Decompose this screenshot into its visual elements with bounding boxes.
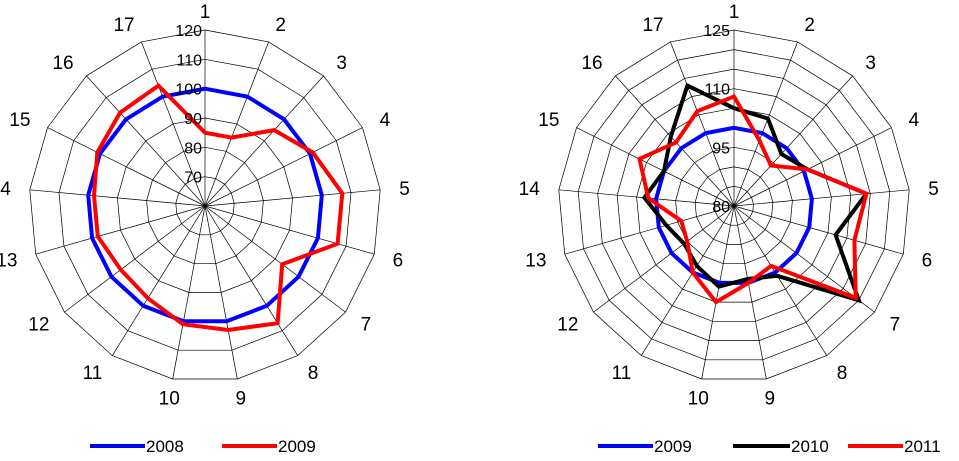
spoke-line [733, 205, 767, 380]
radial-tick-label: 95 [712, 140, 730, 157]
category-label: 2 [275, 15, 286, 36]
grid-ring [616, 88, 852, 322]
category-label: 1 [729, 2, 740, 23]
legend-left: 2008 2009 [90, 437, 316, 456]
radial-tick-label: 70 [184, 170, 202, 187]
spoke-line [733, 189, 910, 207]
spoke-line [593, 205, 735, 313]
category-label: 14 [0, 179, 11, 200]
radar-chart-left: 7080901001101201234567891011121314151617 [0, 2, 410, 410]
spoke-line [29, 189, 206, 207]
category-label: 3 [865, 53, 876, 74]
spoke-line [733, 205, 827, 356]
spoke-line [204, 75, 324, 207]
grid-ring [694, 166, 774, 245]
grid-ring [597, 68, 871, 341]
category-label: 16 [52, 53, 73, 74]
category-label: 7 [361, 315, 372, 336]
spoke-line [701, 205, 735, 380]
grid-ring [117, 117, 293, 293]
spoke-line [204, 205, 346, 313]
category-label: 4 [380, 110, 391, 131]
legend-label-2009: 2009 [278, 437, 316, 456]
legend-label-2010: 2010 [791, 437, 829, 456]
category-label: 1 [200, 2, 211, 23]
legend-label-2011: 2011 [904, 437, 941, 456]
spoke-line [670, 41, 735, 207]
spoke-line [86, 75, 206, 207]
series-line-2011 [637, 93, 869, 305]
grid-ring [714, 186, 754, 226]
category-label: 8 [837, 363, 848, 384]
category-label: 10 [688, 389, 709, 410]
spoke-line [47, 127, 206, 207]
spoke-line [204, 189, 381, 207]
category-label: 14 [519, 179, 541, 200]
radial-tick-label: 120 [175, 23, 202, 40]
grid-ring [29, 29, 381, 380]
category-label: 7 [890, 315, 901, 336]
category-label: 17 [113, 15, 134, 36]
category-label: 8 [308, 363, 319, 384]
radial-tick-label: 80 [184, 140, 202, 157]
category-label: 12 [557, 315, 578, 336]
spoke-line [733, 205, 904, 255]
series-line-2009 [91, 82, 345, 333]
spoke-line [172, 205, 206, 380]
category-label: 10 [159, 389, 180, 410]
radial-tick-label: 100 [175, 82, 202, 99]
legend-label-2009: 2009 [654, 437, 692, 456]
grid-ring [675, 146, 793, 265]
category-label: 11 [612, 363, 632, 384]
category-label: 17 [642, 15, 663, 36]
category-label: 6 [922, 250, 933, 271]
radial-tick-label: 90 [184, 111, 202, 128]
radial-tick-label: 125 [703, 23, 730, 40]
category-label: 9 [765, 389, 776, 410]
grid-ring [146, 146, 264, 265]
spoke-line [733, 75, 853, 207]
category-label: 13 [0, 250, 17, 271]
category-label: 9 [236, 389, 247, 410]
spoke-line [733, 127, 892, 207]
spoke-line [112, 205, 206, 356]
legend-right: 2009 2010 2011 [598, 437, 941, 456]
radial-tick-label: 110 [704, 82, 730, 99]
spoke-line [64, 205, 206, 313]
category-label: 2 [804, 15, 815, 36]
spoke-line [141, 41, 206, 207]
category-label: 6 [393, 250, 404, 271]
spoke-line [733, 41, 798, 207]
category-label: 15 [9, 110, 30, 131]
spoke-line [641, 205, 735, 356]
category-label: 13 [525, 250, 546, 271]
category-label: 4 [909, 110, 920, 131]
spoke-line [204, 205, 298, 356]
category-label: 5 [928, 179, 939, 200]
grid-ring [58, 58, 352, 351]
spoke-line [204, 41, 269, 207]
grid-ring [558, 29, 910, 380]
spoke-line [564, 205, 735, 255]
legend-label-2008: 2008 [146, 437, 184, 456]
category-label: 15 [538, 110, 559, 131]
grid-ring [577, 49, 891, 361]
spoke-line [204, 205, 375, 255]
series-line-2010 [641, 82, 870, 304]
radial-tick-label: 110 [176, 52, 202, 69]
spoke-line [35, 205, 206, 255]
category-label: 16 [581, 53, 602, 74]
category-label: 5 [399, 179, 410, 200]
grid-ring [636, 107, 832, 303]
grid-ring [175, 176, 235, 236]
spoke-line [204, 127, 363, 207]
category-label: 12 [28, 315, 49, 336]
radial-tick-label: 80 [712, 199, 730, 216]
category-label: 11 [83, 363, 103, 384]
spoke-line [576, 127, 735, 207]
category-label: 3 [336, 53, 347, 74]
spoke-line [204, 205, 238, 380]
